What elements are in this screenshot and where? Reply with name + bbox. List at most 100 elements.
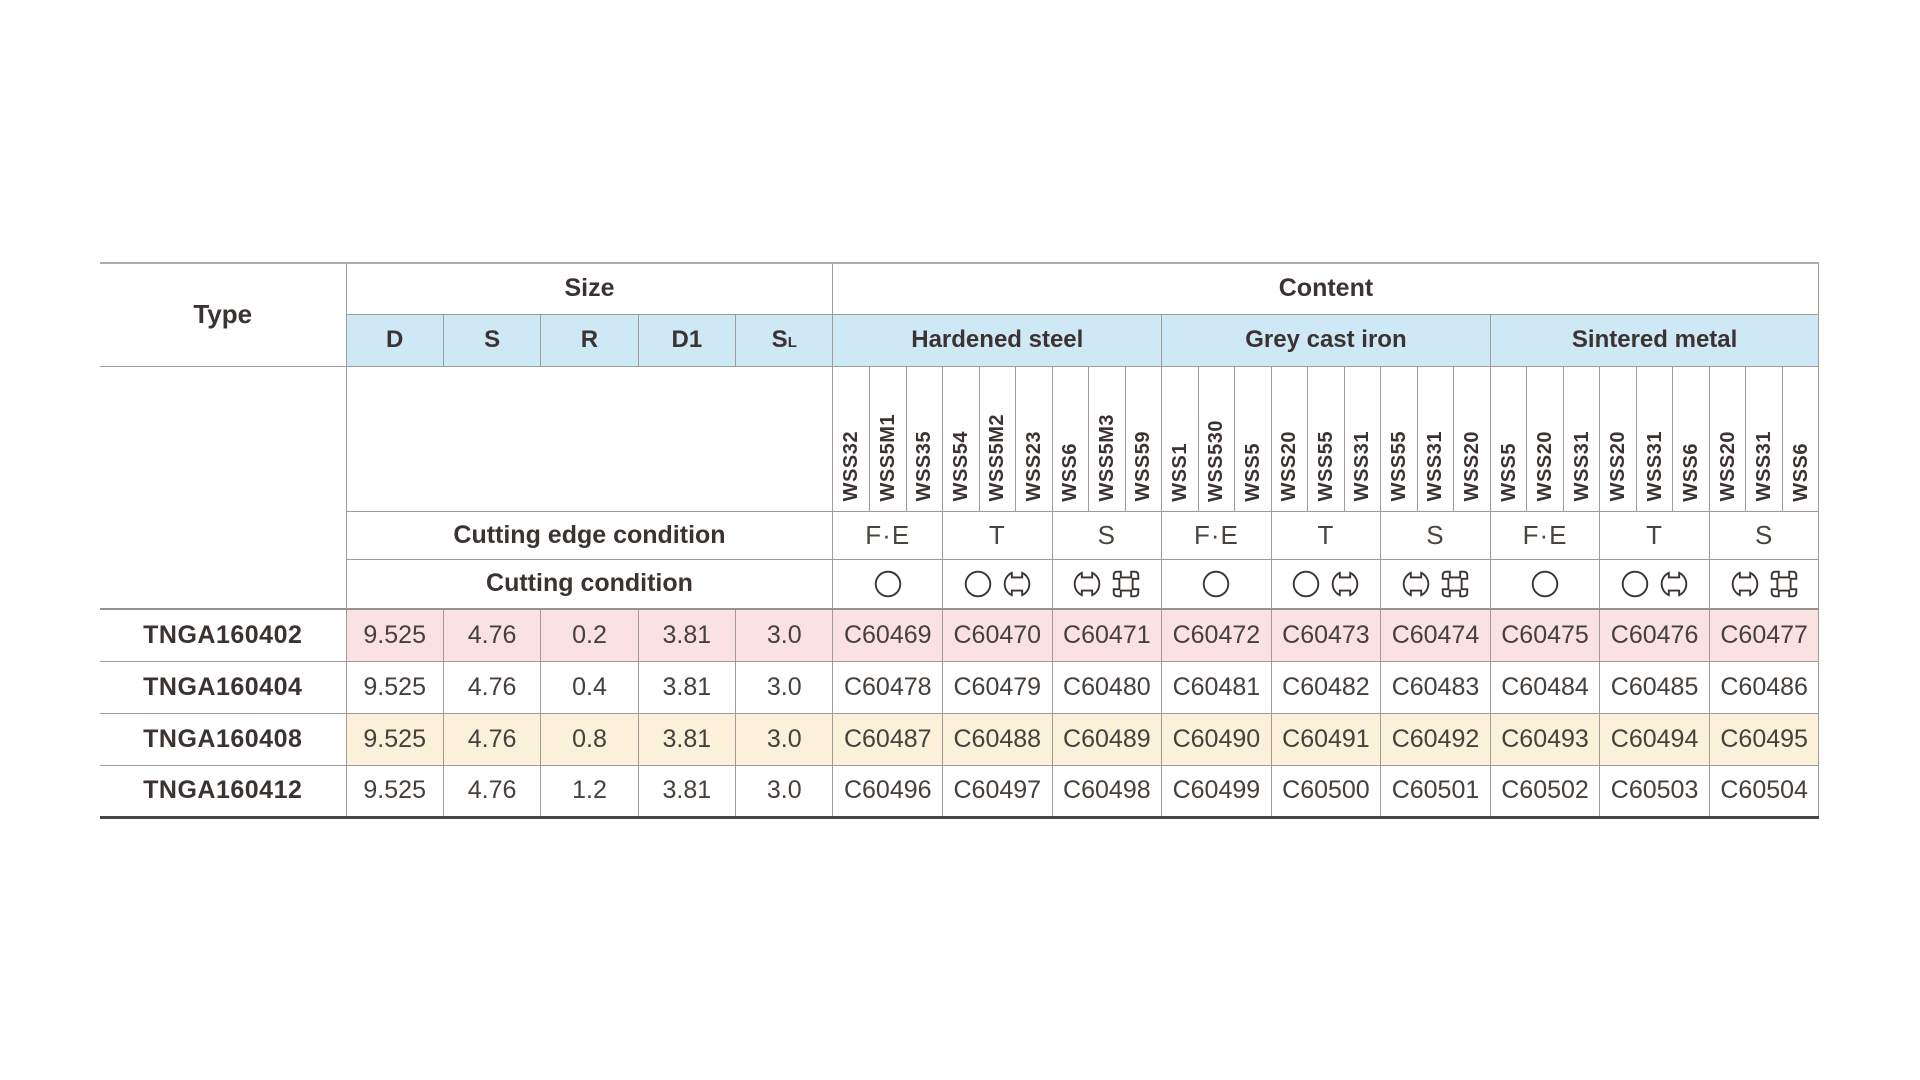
grade-column-header: WSS1 <box>1161 365 1199 512</box>
size-value-cell: 9.525 <box>345 764 444 819</box>
cutting-condition-symbols <box>1708 558 1820 610</box>
size-value-cell: 3.81 <box>637 764 737 819</box>
light-interrupted-cutting-icon <box>1003 571 1031 597</box>
continuous-cutting-icon <box>874 570 901 597</box>
order-code-cell: C60489 <box>1051 712 1163 766</box>
grade-label: WSS5M2 <box>986 414 1009 502</box>
row-type-label: TNGA160404 <box>100 660 347 714</box>
grade-column-header: WSS32 <box>832 365 870 512</box>
size-value-cell: 3.81 <box>637 712 737 766</box>
order-code-cell: C60472 <box>1161 608 1272 662</box>
order-code-cell: C60476 <box>1599 608 1710 662</box>
order-code-cell: C60486 <box>1708 660 1820 714</box>
order-code-cell: C60495 <box>1708 712 1820 766</box>
order-code-cell: C60473 <box>1270 608 1382 662</box>
heavy-interrupted-cutting-icon <box>1113 570 1140 597</box>
symbol-group <box>1710 567 1818 601</box>
edge-condition-value: T <box>1270 510 1382 560</box>
order-code-cell: C60481 <box>1161 660 1272 714</box>
edge-condition-value: T <box>942 510 1053 560</box>
grade-label: WSS5 <box>1497 442 1520 502</box>
grade-label: WSS31 <box>1424 431 1447 502</box>
continuous-cutting-icon <box>1531 570 1559 597</box>
grade-column-header: WSS31 <box>1416 365 1455 512</box>
material-group-header: Sintered metal <box>1489 313 1820 367</box>
continuous-cutting-icon <box>1293 570 1320 597</box>
grade-column-header: WSS530 <box>1197 365 1236 512</box>
grade-label: WSS5M1 <box>876 414 899 502</box>
grade-label: WSS59 <box>1132 431 1155 502</box>
size-column-label: S <box>484 326 501 353</box>
size-value-cell: 0.2 <box>540 608 639 662</box>
size-column-header-d1: D1 <box>637 313 737 367</box>
cutting-edge-condition-label: Cutting edge condition <box>345 510 834 560</box>
grade-label: WSS32 <box>840 431 863 502</box>
symbol-group <box>1382 567 1490 601</box>
order-code-cell: C60477 <box>1708 608 1820 662</box>
order-code-cell: C60485 <box>1599 660 1710 714</box>
symbol-group <box>1163 567 1271 601</box>
grade-column-header: WSS23 <box>1015 365 1053 512</box>
grade-column-header: WSS59 <box>1124 365 1163 512</box>
size-column-header-s: S <box>442 313 542 367</box>
grade-label: WSS6 <box>1680 442 1703 502</box>
grade-column-header: WSS55 <box>1307 365 1345 512</box>
type-column-spacer <box>100 511 347 559</box>
continuous-cutting-icon <box>1621 570 1649 597</box>
order-code-cell: C60501 <box>1380 764 1491 819</box>
grade-column-header: WSS20 <box>1708 365 1747 512</box>
grade-column-header: WSS5M1 <box>868 365 907 512</box>
order-code-cell: C60484 <box>1489 660 1601 714</box>
edge-condition-value: T <box>1599 510 1710 560</box>
symbol-group <box>944 567 1052 601</box>
edge-condition-value: S <box>1380 510 1491 560</box>
cutting-condition-symbols <box>832 558 944 610</box>
grade-label: WSS54 <box>949 431 972 502</box>
light-interrupted-cutting-icon <box>1660 571 1688 597</box>
order-code-cell: C60500 <box>1270 764 1382 819</box>
row-type-label: TNGA160402 <box>100 608 347 662</box>
grade-label: WSS35 <box>913 431 936 502</box>
grade-column-header: WSS55 <box>1380 365 1418 512</box>
grade-column-header: WSS31 <box>1635 365 1674 512</box>
order-code-cell: C60475 <box>1489 608 1601 662</box>
size-value-cell: 3.81 <box>637 660 737 714</box>
row-type-label: TNGA160408 <box>100 712 347 766</box>
edge-condition-value: F·E <box>1489 510 1601 560</box>
order-code-cell: C60487 <box>832 712 944 766</box>
size-column-label: R <box>580 326 599 353</box>
grade-label: WSS5 <box>1241 442 1264 502</box>
symbol-group <box>1053 567 1161 601</box>
grade-column-header: WSS35 <box>905 365 944 512</box>
cutting-condition-symbols <box>1599 558 1710 610</box>
grade-label: WSS55 <box>1387 431 1410 502</box>
type-column-header: Type <box>100 262 347 367</box>
grade-label: WSS20 <box>1534 431 1557 502</box>
size-value-cell: 0.8 <box>540 712 639 766</box>
cutting-condition-label: Cutting condition <box>345 558 834 610</box>
order-code-cell: C60482 <box>1270 660 1382 714</box>
light-interrupted-cutting-icon <box>1332 571 1359 597</box>
light-interrupted-cutting-icon <box>1402 571 1430 597</box>
grade-column-header: WSS31 <box>1562 365 1601 512</box>
content-header: Content <box>832 262 1820 315</box>
order-code-cell: C60493 <box>1489 712 1601 766</box>
grade-label: WSS23 <box>1022 431 1045 502</box>
size-value-cell: 9.525 <box>345 660 444 714</box>
grade-label: WSS1 <box>1168 442 1191 502</box>
grade-label: WSS31 <box>1753 431 1776 502</box>
grade-label: WSS6 <box>1059 442 1082 502</box>
grade-label: WSS5M3 <box>1095 414 1118 502</box>
order-code-cell: C60492 <box>1380 712 1491 766</box>
order-code-cell: C60471 <box>1051 608 1163 662</box>
grade-column-header: WSS5M2 <box>978 365 1017 512</box>
order-code-cell: C60497 <box>942 764 1053 819</box>
size-column-header-r: R <box>540 313 639 367</box>
size-value-cell: 1.2 <box>540 764 639 819</box>
size-column-label: S <box>771 326 788 353</box>
size-column-sublabel: L <box>787 334 797 351</box>
grade-column-header: WSS6 <box>1672 365 1710 512</box>
order-code-cell: C60502 <box>1489 764 1601 819</box>
material-group-header: Grey cast iron <box>1161 313 1491 367</box>
